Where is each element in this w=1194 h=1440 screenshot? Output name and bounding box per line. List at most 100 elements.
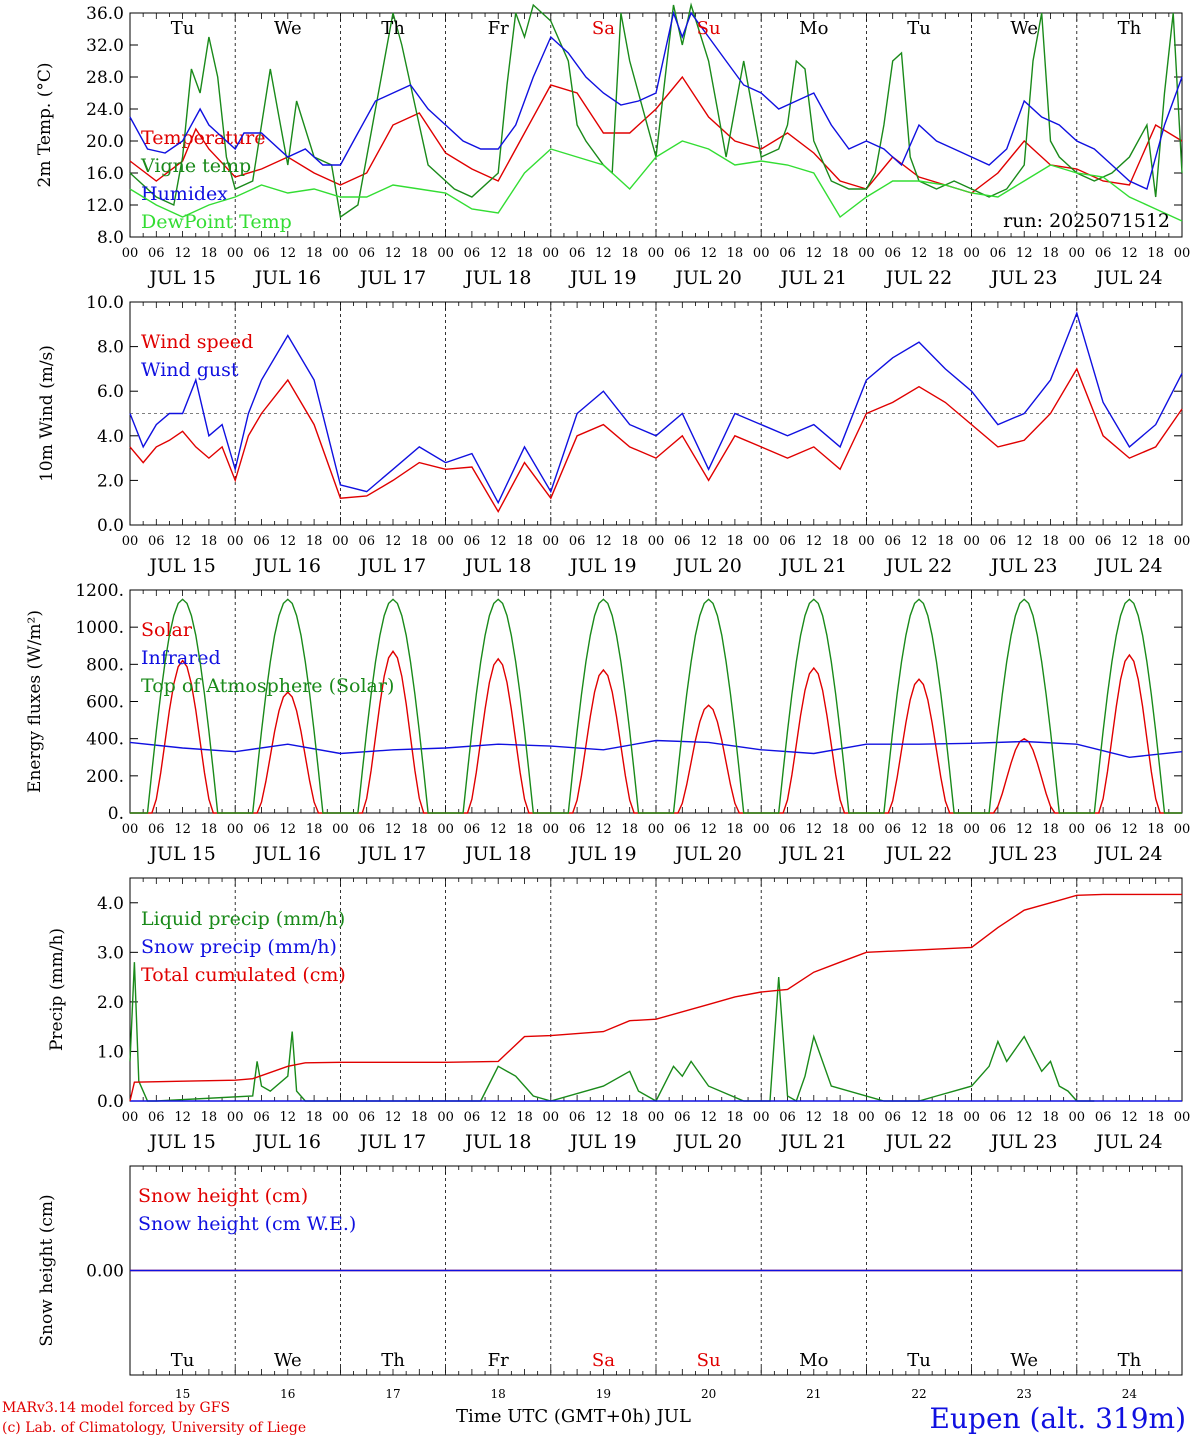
hour-tick-label: 18	[937, 246, 954, 261]
weekday-label: Sa	[592, 18, 615, 39]
bottom-weekday-label: Th	[381, 1350, 405, 1371]
hour-tick-label: 18	[306, 822, 323, 837]
legend-entry: Liquid precip (mm/h)	[141, 908, 345, 930]
plot-frame	[129, 12, 1183, 238]
bottom-weekday-label: Mo	[799, 1350, 828, 1371]
hour-tick-label: 12	[280, 1110, 297, 1125]
hour-tick-label: 00	[332, 822, 349, 837]
y-tick-label: 32.0	[86, 36, 124, 56]
y-axis-label: 10m Wind (m/s)	[37, 345, 57, 482]
date-label: JUL 15	[147, 843, 215, 865]
hour-tick-label: 06	[358, 534, 375, 549]
hour-tick-label: 18	[411, 822, 428, 837]
hour-tick-label: 12	[385, 1110, 402, 1125]
hour-tick-label: 18	[832, 246, 849, 261]
hour-tick-label: 18	[411, 534, 428, 549]
hour-tick-label: 00	[753, 1110, 770, 1125]
bottom-weekday-label: Tu	[907, 1350, 931, 1371]
date-label: JUL 17	[358, 267, 426, 289]
date-label: JUL 23	[989, 843, 1057, 865]
hour-tick-label: 18	[516, 534, 533, 549]
y-tick-label: 400.	[86, 730, 124, 750]
y-axis-label: Energy fluxes (W/m²)	[25, 610, 45, 793]
hour-tick-label: 12	[700, 534, 717, 549]
legend-entry: Humidex	[141, 183, 228, 205]
hour-tick-label: 12	[806, 246, 823, 261]
hour-tick-label: 12	[490, 246, 507, 261]
hour-tick-label: 12	[280, 534, 297, 549]
y-tick-label: 20.0	[86, 132, 124, 152]
date-label: JUL 19	[568, 843, 636, 865]
date-label: JUL 16	[253, 267, 321, 289]
date-labels: JUL 15 JUL 16 JUL 17 JUL 18 JUL 19 JUL 20 JUL …	[147, 555, 1162, 577]
y-tick-label: 1.0	[97, 1042, 124, 1062]
hour-tick-label: 18	[306, 534, 323, 549]
hour-tick-label: 06	[464, 1110, 481, 1125]
y-tick-label: 1200.	[75, 581, 124, 601]
hour-tick-label: 00	[227, 534, 244, 549]
series-line-total-cumulated-cm-	[129, 893, 1182, 1102]
hour-tick-label: 18	[832, 534, 849, 549]
hour-tick-label: 12	[1121, 534, 1138, 549]
weekday-label: Tu	[907, 18, 931, 39]
hour-tick-label: 18	[727, 246, 744, 261]
date-label: JUL 15	[147, 267, 215, 289]
hour-tick-label: 12	[280, 822, 297, 837]
hour-tick-label: 06	[990, 246, 1007, 261]
hour-tick-label: 00	[963, 822, 980, 837]
hour-tick-label: 00	[332, 534, 349, 549]
date-label: JUL 17	[358, 1131, 426, 1153]
weekday-label: We	[274, 18, 302, 39]
hour-tick-label: 06	[884, 246, 901, 261]
date-label: JUL 20	[673, 267, 741, 289]
date-label: JUL 24	[1094, 267, 1162, 289]
hour-tick-label: 18	[621, 822, 638, 837]
date-label: JUL 18	[463, 1131, 531, 1153]
plot-frame	[129, 589, 1183, 814]
y-tick-label: 6.0	[97, 382, 124, 402]
y-axis-label: Snow height (cm)	[37, 1194, 57, 1346]
hour-tick-label: 18	[1147, 1110, 1164, 1125]
hour-tick-label: 18	[621, 1110, 638, 1125]
hour-tick-label: 18	[411, 246, 428, 261]
bottom-day-label: 24	[1122, 1387, 1138, 1401]
date-label: JUL 21	[779, 555, 847, 577]
hour-tick-label: 00	[1174, 534, 1191, 549]
bottom-day-label: 18	[491, 1387, 506, 1401]
bottom-weekday-label: Tu	[171, 1350, 195, 1371]
date-label: JUL 22	[884, 1131, 952, 1153]
hour-tick-label: 12	[1016, 822, 1033, 837]
date-label: JUL 17	[358, 555, 426, 577]
hour-tick-label: 00	[1069, 246, 1086, 261]
series-line-wind-gust	[129, 310, 1183, 505]
hour-tick-label: 18	[621, 534, 638, 549]
hour-tick-label: 18	[1042, 534, 1059, 549]
legend-entry: Vigne temp	[140, 155, 251, 177]
hour-tick-label: 12	[1121, 1110, 1138, 1125]
hour-tick-label: 06	[253, 1110, 270, 1125]
station-label: Eupen (alt. 319m)	[929, 1402, 1186, 1435]
hour-tick-label: 12	[700, 822, 717, 837]
hour-tick-label: 18	[306, 1110, 323, 1125]
hour-tick-label: 18	[1147, 246, 1164, 261]
time-axis-label: Time UTC (GMT+0h) JUL	[456, 1406, 691, 1427]
model-credit: MARv3.14 model forced by GFS	[2, 1400, 231, 1416]
date-labels: JUL 15 JUL 16 JUL 17 JUL 18 JUL 19 JUL 20 JUL …	[147, 267, 1162, 289]
hour-tick-label: 18	[1042, 1110, 1059, 1125]
bottom-weekday-label: We	[1010, 1350, 1038, 1371]
hour-tick-label: 00	[753, 822, 770, 837]
hour-tick-label: 12	[700, 246, 717, 261]
hour-tick-label: 18	[1042, 822, 1059, 837]
hour-tick-label: 06	[1095, 246, 1112, 261]
hour-tick-label: 06	[569, 1110, 586, 1125]
date-label: JUL 24	[1094, 555, 1162, 577]
y-tick-label: 4.0	[97, 427, 124, 447]
hour-tick-label: 12	[911, 246, 928, 261]
hour-tick-label: 18	[306, 246, 323, 261]
hour-tick-label: 12	[385, 534, 402, 549]
date-label: JUL 18	[463, 267, 531, 289]
date-label: JUL 21	[779, 843, 847, 865]
hour-tick-label: 06	[148, 534, 165, 549]
series-line-wind-speed	[129, 367, 1183, 514]
hour-tick-label: 12	[385, 822, 402, 837]
